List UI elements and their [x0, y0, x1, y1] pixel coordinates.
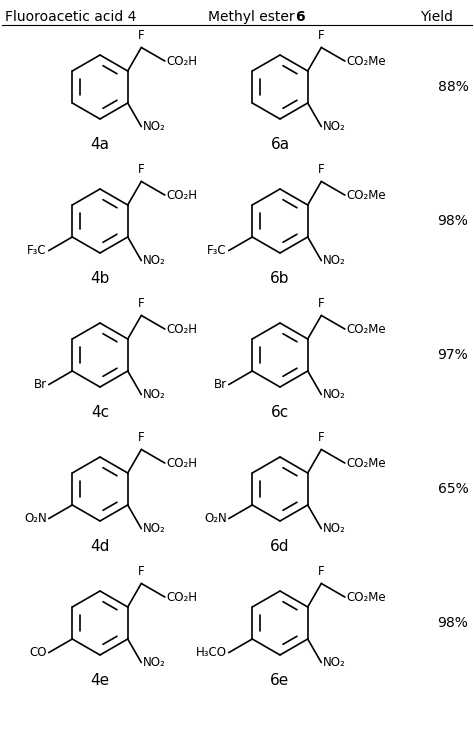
Text: 6a: 6a — [271, 137, 290, 152]
Text: NO₂: NO₂ — [323, 120, 346, 133]
Text: Br: Br — [34, 378, 47, 391]
Text: F: F — [318, 431, 325, 444]
Text: NO₂: NO₂ — [143, 656, 166, 669]
Text: CO₂Me: CO₂Me — [347, 457, 386, 470]
Text: F: F — [138, 565, 145, 578]
Text: Methyl ester: Methyl ester — [208, 10, 299, 24]
Text: 4b: 4b — [91, 271, 109, 286]
Text: NO₂: NO₂ — [323, 656, 346, 669]
Text: NO₂: NO₂ — [323, 254, 346, 267]
Text: F₃C: F₃C — [27, 244, 47, 257]
Text: O₂N: O₂N — [24, 512, 47, 525]
Text: F: F — [138, 29, 145, 43]
Text: NO₂: NO₂ — [323, 522, 346, 535]
Text: Fluoroacetic acid 4: Fluoroacetic acid 4 — [5, 10, 137, 24]
Text: CO₂H: CO₂H — [167, 189, 198, 201]
Text: Yield: Yield — [420, 10, 453, 24]
Text: F: F — [318, 565, 325, 578]
Text: Br: Br — [214, 378, 227, 391]
Text: CO₂Me: CO₂Me — [347, 323, 386, 336]
Text: F: F — [318, 297, 325, 310]
Text: NO₂: NO₂ — [143, 254, 166, 267]
Text: NO₂: NO₂ — [143, 388, 166, 401]
Text: 97%: 97% — [438, 348, 468, 362]
Text: CO: CO — [29, 646, 47, 659]
Text: 6c: 6c — [271, 405, 289, 420]
Text: 6b: 6b — [270, 271, 290, 286]
Text: CO₂H: CO₂H — [167, 457, 198, 470]
Text: 88%: 88% — [438, 80, 468, 94]
Text: F₃C: F₃C — [207, 244, 227, 257]
Text: F: F — [318, 163, 325, 177]
Text: 6d: 6d — [270, 539, 290, 554]
Text: NO₂: NO₂ — [143, 120, 166, 133]
Text: CO₂Me: CO₂Me — [347, 590, 386, 604]
Text: 4c: 4c — [91, 405, 109, 420]
Text: O₂N: O₂N — [204, 512, 227, 525]
Text: 4e: 4e — [91, 673, 109, 688]
Text: CO₂Me: CO₂Me — [347, 189, 386, 201]
Text: 65%: 65% — [438, 482, 468, 496]
Text: CO₂H: CO₂H — [167, 55, 198, 67]
Text: CO₂Me: CO₂Me — [347, 55, 386, 67]
Text: F: F — [138, 297, 145, 310]
Text: 98%: 98% — [438, 214, 468, 228]
Text: 6e: 6e — [270, 673, 290, 688]
Text: 6: 6 — [295, 10, 305, 24]
Text: 4a: 4a — [91, 137, 109, 152]
Text: CO₂H: CO₂H — [167, 323, 198, 336]
Text: NO₂: NO₂ — [143, 522, 166, 535]
Text: F: F — [138, 163, 145, 177]
Text: H₃CO: H₃CO — [196, 646, 227, 659]
Text: 98%: 98% — [438, 616, 468, 630]
Text: 4d: 4d — [91, 539, 109, 554]
Text: CO₂H: CO₂H — [167, 590, 198, 604]
Text: F: F — [318, 29, 325, 43]
Text: F: F — [138, 431, 145, 444]
Text: NO₂: NO₂ — [323, 388, 346, 401]
